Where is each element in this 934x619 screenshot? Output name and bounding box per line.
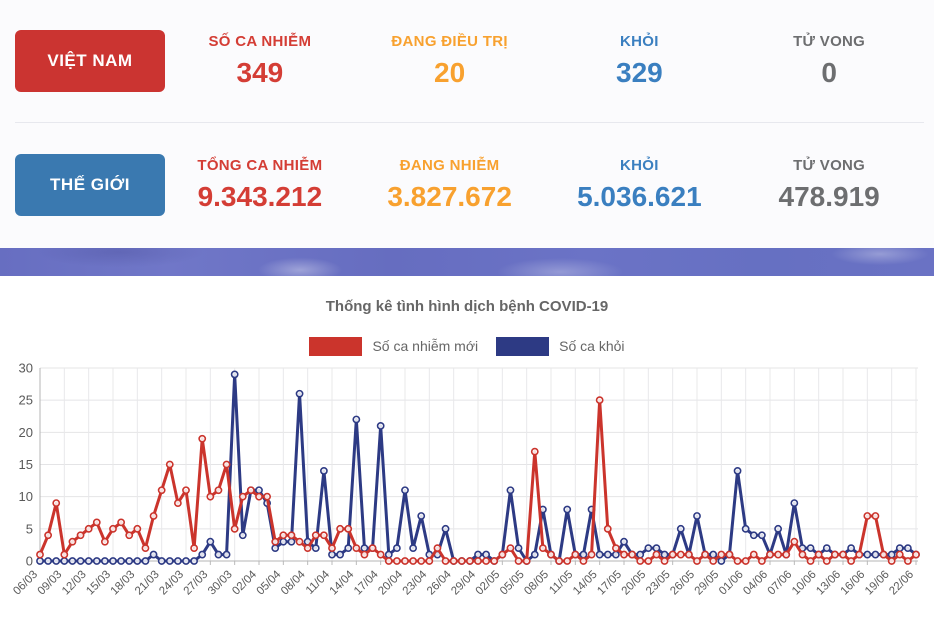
- legend-label: Số ca nhiễm mới: [372, 338, 479, 354]
- stat-value: 0: [821, 57, 837, 88]
- stat-world-recovered: KHỎI 5.036.621: [545, 157, 735, 213]
- stat-vn-deaths: TỬ VONG 0: [734, 33, 924, 89]
- stat-vn-treating: ĐANG ĐIỀU TRỊ 20: [355, 33, 545, 89]
- vietnam-stats-row: VIỆT NAM SỐ CA NHIỄM 349 ĐANG ĐIỀU TRỊ 2…: [15, 0, 924, 123]
- world-button[interactable]: THẾ GIỚI: [15, 153, 165, 216]
- legend-swatch-recovered: [496, 336, 550, 356]
- svg-text:17/04: 17/04: [352, 568, 381, 597]
- svg-text:16/06: 16/06: [839, 569, 868, 598]
- svg-text:11/05: 11/05: [547, 569, 575, 597]
- stat-world-active: ĐANG NHIỄM 3.827.672: [355, 157, 545, 213]
- svg-text:30/03: 30/03: [206, 569, 235, 598]
- stat-label: TỬ VONG: [793, 33, 866, 50]
- stat-label: SỐ CA NHIỄM: [208, 33, 312, 50]
- svg-text:26/05: 26/05: [668, 569, 697, 598]
- stat-label: TỬ VONG: [793, 156, 866, 174]
- stat-value: 478.919: [778, 180, 880, 212]
- svg-text:13/06: 13/06: [814, 569, 843, 598]
- svg-text:0: 0: [26, 554, 33, 569]
- stat-vn-infected: SỐ CA NHIỄM 349: [165, 33, 355, 89]
- svg-text:18/03: 18/03: [109, 569, 138, 598]
- svg-text:20/05: 20/05: [620, 569, 649, 598]
- legend-label: Số ca khỏi: [559, 338, 625, 354]
- vietnam-button[interactable]: VIỆT NAM: [15, 30, 165, 92]
- svg-text:29/05: 29/05: [693, 569, 722, 598]
- stat-world-total: TỔNG CA NHIỄM 9.343.212: [165, 157, 355, 213]
- svg-text:05/04: 05/04: [255, 568, 284, 597]
- svg-text:06/03: 06/03: [11, 569, 40, 598]
- chart-section: Thống kê tình hình dịch bệnh COVID-19 Số…: [0, 276, 934, 619]
- stat-world-deaths: TỬ VONG 478.919: [734, 157, 924, 213]
- legend-item-recovered[interactable]: Số ca khỏi: [496, 336, 625, 356]
- stat-value: 329: [616, 57, 663, 88]
- svg-text:10/06: 10/06: [790, 569, 819, 598]
- svg-text:27/03: 27/03: [182, 569, 211, 598]
- svg-text:24/03: 24/03: [157, 569, 186, 598]
- svg-text:09/03: 09/03: [36, 569, 65, 598]
- svg-text:29/04: 29/04: [449, 568, 478, 597]
- chart-legend: Số ca nhiễm mới Số ca khỏi: [0, 336, 934, 356]
- svg-text:14/05: 14/05: [571, 569, 600, 598]
- svg-text:01/06: 01/06: [717, 569, 746, 598]
- legend-item-new-cases[interactable]: Số ca nhiễm mới: [309, 336, 479, 356]
- stat-vn-recovered: KHỎI 329: [545, 33, 735, 89]
- svg-text:25: 25: [19, 393, 33, 408]
- stats-panel: VIỆT NAM SỐ CA NHIỄM 349 ĐANG ĐIỀU TRỊ 2…: [0, 0, 934, 248]
- stat-label: TỔNG CA NHIỄM: [197, 156, 323, 174]
- stat-label: ĐANG NHIỄM: [399, 156, 500, 174]
- stat-value: 5.036.621: [577, 180, 702, 212]
- svg-text:22/06: 22/06: [887, 569, 916, 598]
- svg-text:10: 10: [19, 489, 33, 504]
- decorative-banner-image: [0, 248, 934, 276]
- svg-text:21/03: 21/03: [133, 569, 162, 598]
- svg-text:30: 30: [19, 361, 33, 376]
- svg-text:20: 20: [19, 425, 33, 440]
- stat-label: KHỎI: [620, 33, 659, 50]
- svg-text:05/05: 05/05: [498, 569, 527, 598]
- world-stats-row: THẾ GIỚI TỔNG CA NHIỄM 9.343.212 ĐANG NH…: [15, 123, 924, 246]
- stat-label: KHỎI: [620, 156, 659, 174]
- stat-value: 20: [434, 57, 466, 88]
- svg-text:5: 5: [26, 521, 33, 536]
- svg-text:02/04: 02/04: [230, 568, 259, 597]
- svg-text:23/05: 23/05: [644, 569, 673, 598]
- svg-text:12/03: 12/03: [60, 569, 89, 598]
- svg-text:23/04: 23/04: [401, 568, 430, 597]
- svg-text:20/04: 20/04: [376, 568, 405, 597]
- svg-text:04/06: 04/06: [741, 569, 770, 598]
- svg-text:08/04: 08/04: [279, 568, 308, 597]
- svg-text:02/05: 02/05: [474, 569, 503, 598]
- svg-text:11/04: 11/04: [304, 568, 333, 597]
- legend-swatch-new-cases: [309, 336, 363, 356]
- svg-text:07/06: 07/06: [766, 569, 795, 598]
- chart-title: Thống kê tình hình dịch bệnh COVID-19: [325, 298, 609, 315]
- covid-line-chart: 0 5 10 15 20 25 30 06/0309/0312/0315/0318/0321/…: [11, 361, 920, 598]
- svg-text:08/05: 08/05: [522, 569, 551, 598]
- svg-text:19/06: 19/06: [863, 569, 892, 598]
- svg-text:15/03: 15/03: [84, 569, 113, 598]
- stat-value: 349: [236, 57, 284, 88]
- svg-text:15: 15: [19, 457, 33, 472]
- svg-text:26/04: 26/04: [425, 568, 454, 597]
- stat-label: ĐANG ĐIỀU TRỊ: [391, 33, 508, 50]
- svg-text:14/04: 14/04: [328, 568, 357, 597]
- stat-value: 3.827.672: [387, 180, 512, 212]
- svg-text:17/05: 17/05: [595, 569, 624, 598]
- stat-value: 9.343.212: [197, 180, 323, 212]
